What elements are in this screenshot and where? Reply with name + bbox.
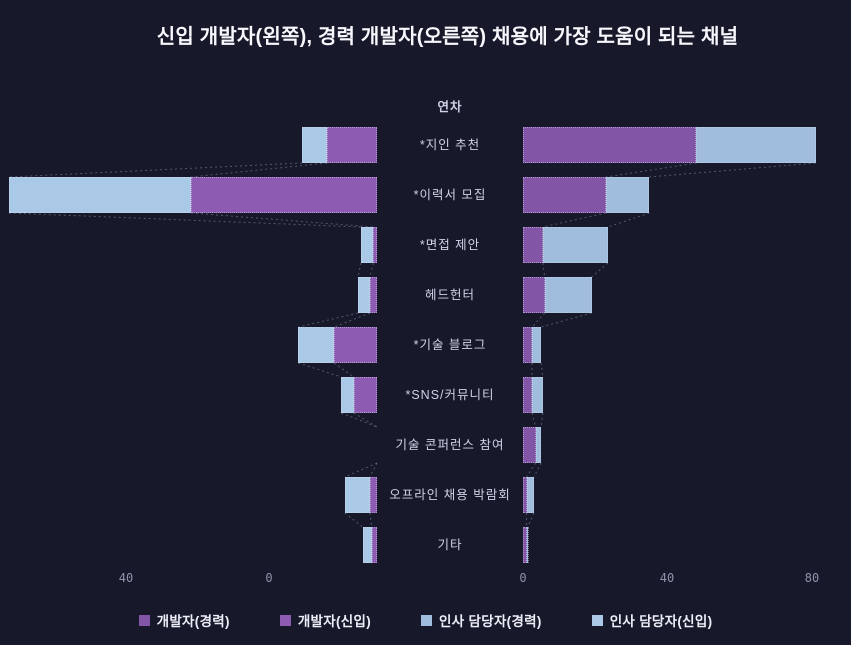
bar-segment-right-row6-dev_exp[interactable]: [523, 427, 536, 463]
bar-segment-left-row7-hr_new[interactable]: [344, 477, 370, 513]
bar-segment-left-row8-hr_new[interactable]: [362, 527, 372, 563]
bar-segment-right-row0-dev_exp[interactable]: [523, 127, 697, 163]
bar-segment-right-row3-hr_exp[interactable]: [544, 277, 592, 313]
legend: 개발자(경력) 개발자(신입) 인사 담당자(경력) 인사 담당자(신입): [0, 610, 851, 630]
bar-segment-right-row1-dev_exp[interactable]: [523, 177, 607, 213]
category-label: 오프라인 채용 박람회: [389, 488, 511, 502]
legend-swatch-icon: [279, 614, 291, 626]
bar-segment-right-row5-hr_exp[interactable]: [532, 377, 543, 413]
category-label: 헤드헌터: [424, 288, 475, 302]
bar-segment-right-row4-dev_exp[interactable]: [523, 327, 533, 363]
bar-segment-right-row3-dev_exp[interactable]: [523, 277, 545, 313]
bar-segment-right-row0-hr_exp[interactable]: [696, 127, 816, 163]
legend-item-dev_new[interactable]: 개발자(신입): [279, 610, 372, 630]
category-label: *SNS/커뮤니티: [405, 388, 495, 402]
right-axis-tick: 40: [659, 571, 675, 585]
bar-segment-left-row1-hr_new[interactable]: [8, 177, 192, 213]
legend-swatch-icon: [591, 614, 603, 626]
bar-segment-right-row7-dev_exp[interactable]: [523, 477, 527, 513]
bar-segment-left-row3-dev_new[interactable]: [369, 277, 377, 313]
category-label: *지인 추천: [419, 138, 481, 152]
left-axis-tick: 0: [265, 571, 273, 585]
legend-item-hr_exp[interactable]: 인사 담당자(경력): [421, 610, 542, 630]
bar-segment-left-row7-dev_new[interactable]: [369, 477, 377, 513]
bar-segment-right-row6-hr_exp[interactable]: [535, 427, 542, 463]
bar-segment-right-row2-hr_exp[interactable]: [542, 227, 608, 263]
bar-segment-right-row1-hr_exp[interactable]: [606, 177, 650, 213]
legend-label: 인사 담당자(경력): [439, 614, 542, 629]
legend-label: 인사 담당자(신입): [609, 614, 713, 629]
category-label: 기타: [437, 538, 463, 552]
category-label: *면접 제안: [419, 238, 481, 252]
legend-label: 개발자(경력): [156, 614, 230, 629]
legend-swatch-icon: [138, 614, 150, 626]
chart-title: 신입 개발자(왼쪽), 경력 개발자(오른쪽) 채용에 가장 도움이 되는 채널: [156, 26, 739, 48]
bar-segment-left-row1-dev_new[interactable]: [191, 177, 377, 213]
bar-segment-left-row0-dev_new[interactable]: [326, 127, 377, 163]
category-label: *기술 블로그: [413, 338, 487, 352]
bar-segment-left-row5-hr_new[interactable]: [341, 377, 354, 413]
bar-segment-right-row8-hr_exp[interactable]: [526, 527, 528, 563]
right-axis-tick: 0: [519, 571, 527, 585]
bar-segment-left-row0-hr_new[interactable]: [301, 127, 327, 163]
bar-segment-left-row4-hr_new[interactable]: [298, 327, 335, 363]
legend-swatch-icon: [421, 614, 433, 626]
bar-segment-right-row7-hr_exp[interactable]: [526, 477, 534, 513]
bar-segment-left-row4-dev_new[interactable]: [334, 327, 377, 363]
bar-segment-right-row2-dev_exp[interactable]: [523, 227, 543, 263]
legend-item-dev_exp[interactable]: 개발자(경력): [138, 610, 230, 630]
category-label: 기술 콘퍼런스 참여: [395, 438, 505, 452]
bar-segment-right-row4-hr_exp[interactable]: [532, 327, 542, 363]
legend-item-hr_new[interactable]: 인사 담당자(신입): [591, 610, 713, 630]
bar-segment-right-row8-dev_exp[interactable]: [523, 527, 527, 563]
bar-segment-left-row5-dev_new[interactable]: [353, 377, 377, 413]
center-axis-header: 연차: [437, 100, 463, 114]
left-axis-tick: 40: [118, 571, 134, 585]
category-label: *이력서 모집: [413, 188, 487, 202]
bar-segment-left-row2-dev_new[interactable]: [373, 227, 377, 263]
right-axis-tick: 80: [804, 571, 820, 585]
bar-segment-left-row8-dev_new[interactable]: [371, 527, 377, 563]
bar-segment-right-row5-dev_exp[interactable]: [523, 377, 533, 413]
bar-segment-left-row2-hr_new[interactable]: [360, 227, 374, 263]
bar-segment-left-row3-hr_new[interactable]: [358, 277, 370, 313]
legend-label: 개발자(신입): [297, 614, 372, 629]
